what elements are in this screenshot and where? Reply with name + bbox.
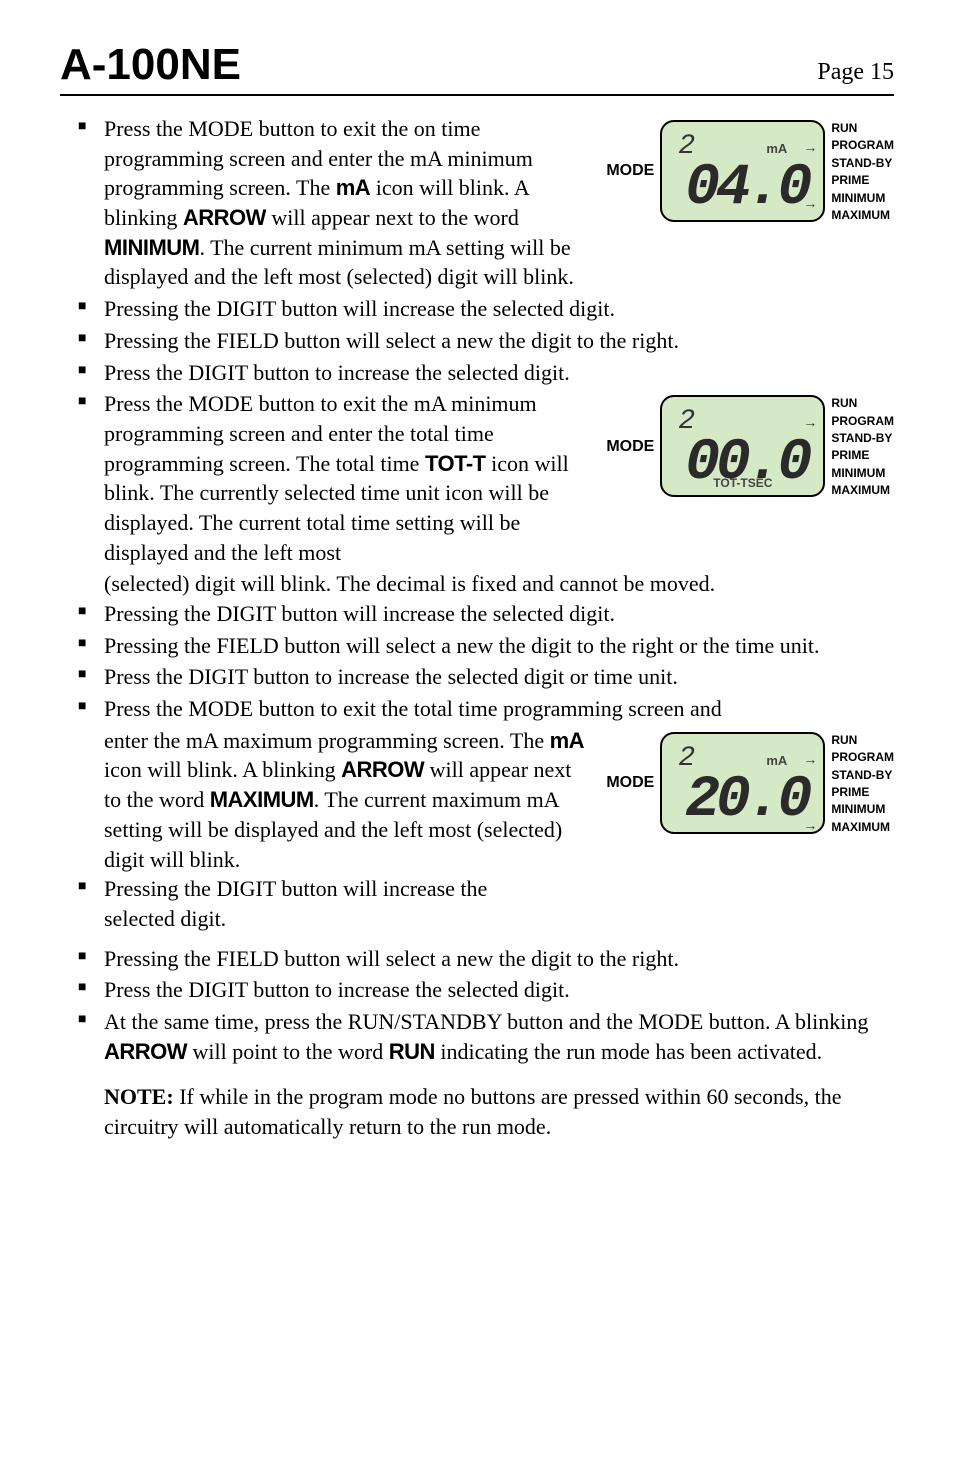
lcd-screen-1: 2 mA 04.0 → → — [660, 120, 825, 222]
mode-label: MODE — [606, 772, 654, 794]
status-labels: RUNPROGRAMSTAND-BY PRIMEMINIMUMMAXIMUM — [831, 393, 894, 499]
bullet-1: Press the MODE button to exit the on tim… — [100, 114, 590, 292]
bullet-6: Pressing the DIGIT button will increase … — [100, 599, 894, 629]
lcd-screen-3: 2 mA 20.0 → → — [660, 732, 825, 834]
status-labels: RUNPROGRAMSTAND-BY PRIMEMINIMUMMAXIMUM — [831, 730, 894, 836]
lcd-value: 04.0 — [680, 150, 813, 228]
lcd-bottom-label: TOT-TSEC — [662, 475, 823, 491]
note-paragraph: NOTE: If while in the program mode no bu… — [60, 1082, 894, 1141]
lcd-display-3: MODE 2 mA 20.0 → → RUNPROGRAMSTAND-BY PR… — [606, 726, 894, 836]
arrow-icon: → — [803, 413, 817, 432]
bullet-4: Press the DIGIT button to increase the s… — [100, 358, 894, 388]
mode-label: MODE — [606, 160, 654, 182]
arrow-icon: → — [803, 194, 817, 213]
bullet-5: Press the MODE button to exit the mA min… — [100, 389, 590, 567]
lcd-value: 20.0 — [680, 762, 813, 840]
content-body: Press the MODE button to exit the on tim… — [60, 114, 894, 1142]
bullet-8: Press the DIGIT button to increase the s… — [100, 662, 894, 692]
bullet-3: Pressing the FIELD button will select a … — [100, 326, 894, 356]
page-header: A-100NE Page 15 — [60, 40, 894, 96]
bullet-13: At the same time, press the RUN/STANDBY … — [100, 1007, 894, 1066]
bullet-7: Pressing the FIELD button will select a … — [100, 631, 894, 661]
page-number: Page 15 — [817, 59, 894, 86]
model-title: A-100NE — [60, 40, 241, 90]
bullet-9: Press the MODE button to exit the total … — [100, 694, 894, 724]
arrow-icon: → — [803, 816, 817, 835]
bullet-10: Pressing the DIGIT button will increase … — [100, 874, 520, 933]
lcd-display-1: MODE 2 mA 04.0 → → RUNPROGRAMSTAND-BY PR… — [606, 114, 894, 224]
bullet-12: Press the DIGIT button to increase the s… — [100, 975, 894, 1005]
arrow-icon: → — [803, 750, 817, 769]
bullet-5-continuation: (selected) digit will blink. The decimal… — [60, 569, 894, 599]
bullet-11: Pressing the FIELD button will select a … — [100, 944, 894, 974]
lcd-screen-2: 2 00.0 TOT-TSEC → — [660, 395, 825, 497]
lcd-display-2: MODE 2 00.0 TOT-TSEC → RUNPROGRAMSTAND-B… — [606, 389, 894, 499]
bullet-9-continuation: enter the mA maximum programming screen.… — [60, 726, 590, 874]
bullet-2: Pressing the DIGIT button will increase … — [100, 294, 894, 324]
mode-label: MODE — [606, 436, 654, 458]
note-label: NOTE: — [104, 1084, 174, 1109]
arrow-icon: → — [803, 138, 817, 157]
lcd-value: 00.0 — [680, 425, 813, 503]
status-labels: RUNPROGRAMSTAND-BY PRIMEMINIMUMMAXIMUM — [831, 118, 894, 224]
